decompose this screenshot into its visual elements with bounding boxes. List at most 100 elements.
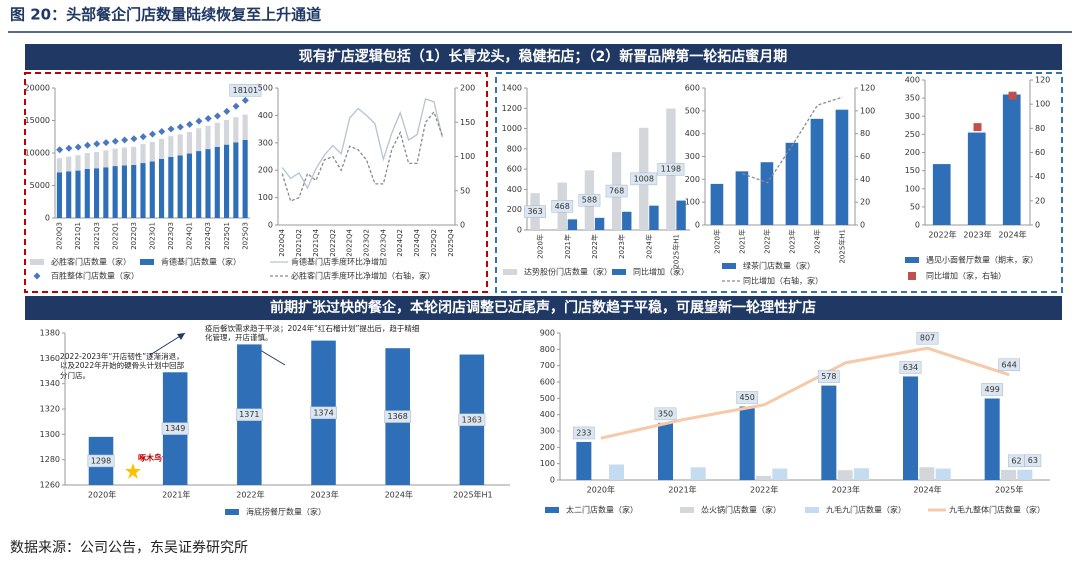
legend-label: 百胜整体门店数量（家） xyxy=(51,271,139,281)
bar xyxy=(75,170,81,218)
x-tick-label: 2022年 xyxy=(750,485,778,495)
bar xyxy=(103,150,109,168)
bar xyxy=(967,132,986,225)
legend-label: 肯德基门店季度环比净增加 xyxy=(291,257,387,267)
banner: 现有扩店逻辑包括（1）长青龙头，稳健拓店；（2）新晋品牌第一轮拓店蜜月期 xyxy=(299,48,787,65)
bar xyxy=(756,475,772,480)
y2-tick-label: 150 xyxy=(460,118,475,127)
data-label: 1198 xyxy=(661,165,681,174)
y-tick-label: 300 xyxy=(258,138,273,147)
bar xyxy=(735,171,749,225)
data-label: 1363 xyxy=(462,415,482,424)
y-tick-label: 400 xyxy=(905,76,920,85)
y-tick-label: 0 xyxy=(268,221,273,230)
y2-tick-label: 50 xyxy=(460,186,470,195)
x-tick-label: 2025Q3 xyxy=(241,222,249,250)
label-box xyxy=(458,413,486,427)
bar xyxy=(75,155,81,171)
bar xyxy=(835,109,849,225)
data-label: 1374 xyxy=(313,408,333,417)
marker xyxy=(149,130,156,138)
y-tick-label: 1320 xyxy=(40,405,60,414)
bar xyxy=(149,141,155,162)
bar xyxy=(772,468,788,480)
legend-swatch xyxy=(503,269,517,275)
x-tick-label: 2024Q4 xyxy=(413,228,421,256)
bar xyxy=(149,161,155,218)
bar xyxy=(168,156,174,218)
bar xyxy=(56,158,62,173)
y2-tick-label: 0 xyxy=(1035,221,1040,230)
bar xyxy=(66,171,72,218)
data-label: 807 xyxy=(920,334,935,343)
y-tick-label: 900 xyxy=(540,329,555,338)
bar xyxy=(821,385,837,480)
x-tick-label: 2024Q2 xyxy=(396,229,404,257)
data-label: 1349 xyxy=(165,424,185,433)
marker xyxy=(204,115,212,123)
x-tick-label: 2025年 xyxy=(995,485,1023,495)
x-tick-label: 2025Q4 xyxy=(447,228,455,256)
bar xyxy=(622,211,632,230)
data-label: 350 xyxy=(658,409,673,418)
y-tick-label: 200 xyxy=(905,148,920,157)
y-tick-label: 0 xyxy=(45,214,50,223)
data-label: 233 xyxy=(576,428,591,437)
data-label: 578 xyxy=(821,372,836,381)
legend-swatch xyxy=(905,257,919,263)
label-box xyxy=(736,391,759,404)
x-tick-label: 2023Q1 xyxy=(149,222,157,250)
y-tick-label: 500 xyxy=(258,84,273,93)
y2-tick-label: 100 xyxy=(1035,100,1050,109)
bar xyxy=(1002,94,1021,225)
y-tick-label: 0 xyxy=(550,476,555,485)
y-tick-label: 100 xyxy=(685,198,700,207)
bar xyxy=(103,167,109,218)
x-tick-label: 2023年 xyxy=(832,485,860,495)
label-box xyxy=(654,407,677,421)
bar xyxy=(233,117,239,143)
bar xyxy=(214,122,220,147)
legend-label: 太二门店数量（家） xyxy=(566,505,638,515)
x-tick-label: 2022年 xyxy=(928,230,956,240)
data-label: 1371 xyxy=(239,410,259,419)
bar xyxy=(690,467,706,480)
x-tick-label: 2024年 xyxy=(385,490,413,500)
group-box xyxy=(24,72,488,293)
y2-tick-label: 100 xyxy=(860,106,875,115)
annotation-box: 2022-2023年“开店韧性”逐渐消退，以及2022年开始的硬骨头计划中回部分… xyxy=(60,352,184,380)
y-tick-label: 1000 xyxy=(502,124,522,133)
x-tick-label: 2025Q2 xyxy=(430,229,438,257)
y-tick-label: 600 xyxy=(685,84,700,93)
banner-bg xyxy=(25,44,1062,70)
bar xyxy=(919,467,935,480)
marker xyxy=(223,107,231,115)
y-tick-label: 800 xyxy=(540,345,555,354)
x-tick-label: 2020Q3 xyxy=(56,222,64,250)
legend-label: 同比增加（家） xyxy=(633,267,689,277)
data-label: 468 xyxy=(555,202,570,211)
y2-tick-label: 0 xyxy=(460,221,465,230)
banner: 前期扩张过快的餐企，本轮闭店调整已近尾声，门店数趋于平稳，可展望新一轮理性扩店 xyxy=(270,299,816,316)
x-tick-label: 2025Q1 xyxy=(223,222,231,250)
y2-tick-label: 120 xyxy=(860,84,875,93)
marker xyxy=(56,146,64,154)
bar xyxy=(112,166,118,218)
marker xyxy=(84,141,91,149)
x-tick-label: 2024年 xyxy=(813,229,822,254)
legend-swatch xyxy=(545,507,559,513)
data-label: 588 xyxy=(582,196,597,205)
y-tick-label: 250 xyxy=(905,130,920,139)
bar xyxy=(567,219,578,230)
y-tick-label: 1360 xyxy=(40,354,60,363)
line xyxy=(600,346,1010,440)
y-tick-label: 10000 xyxy=(25,149,50,158)
label-box xyxy=(817,370,840,383)
y-tick-label: 600 xyxy=(540,378,555,387)
figure-title: 图 20：头部餐企门店数量陆续恢复至上升通道 xyxy=(10,6,321,24)
bar xyxy=(84,153,90,169)
bar xyxy=(205,149,211,218)
x-tick-label: 2021年 xyxy=(563,234,572,259)
data-label: 363 xyxy=(527,207,542,216)
y-tick-label: 100 xyxy=(905,184,920,193)
